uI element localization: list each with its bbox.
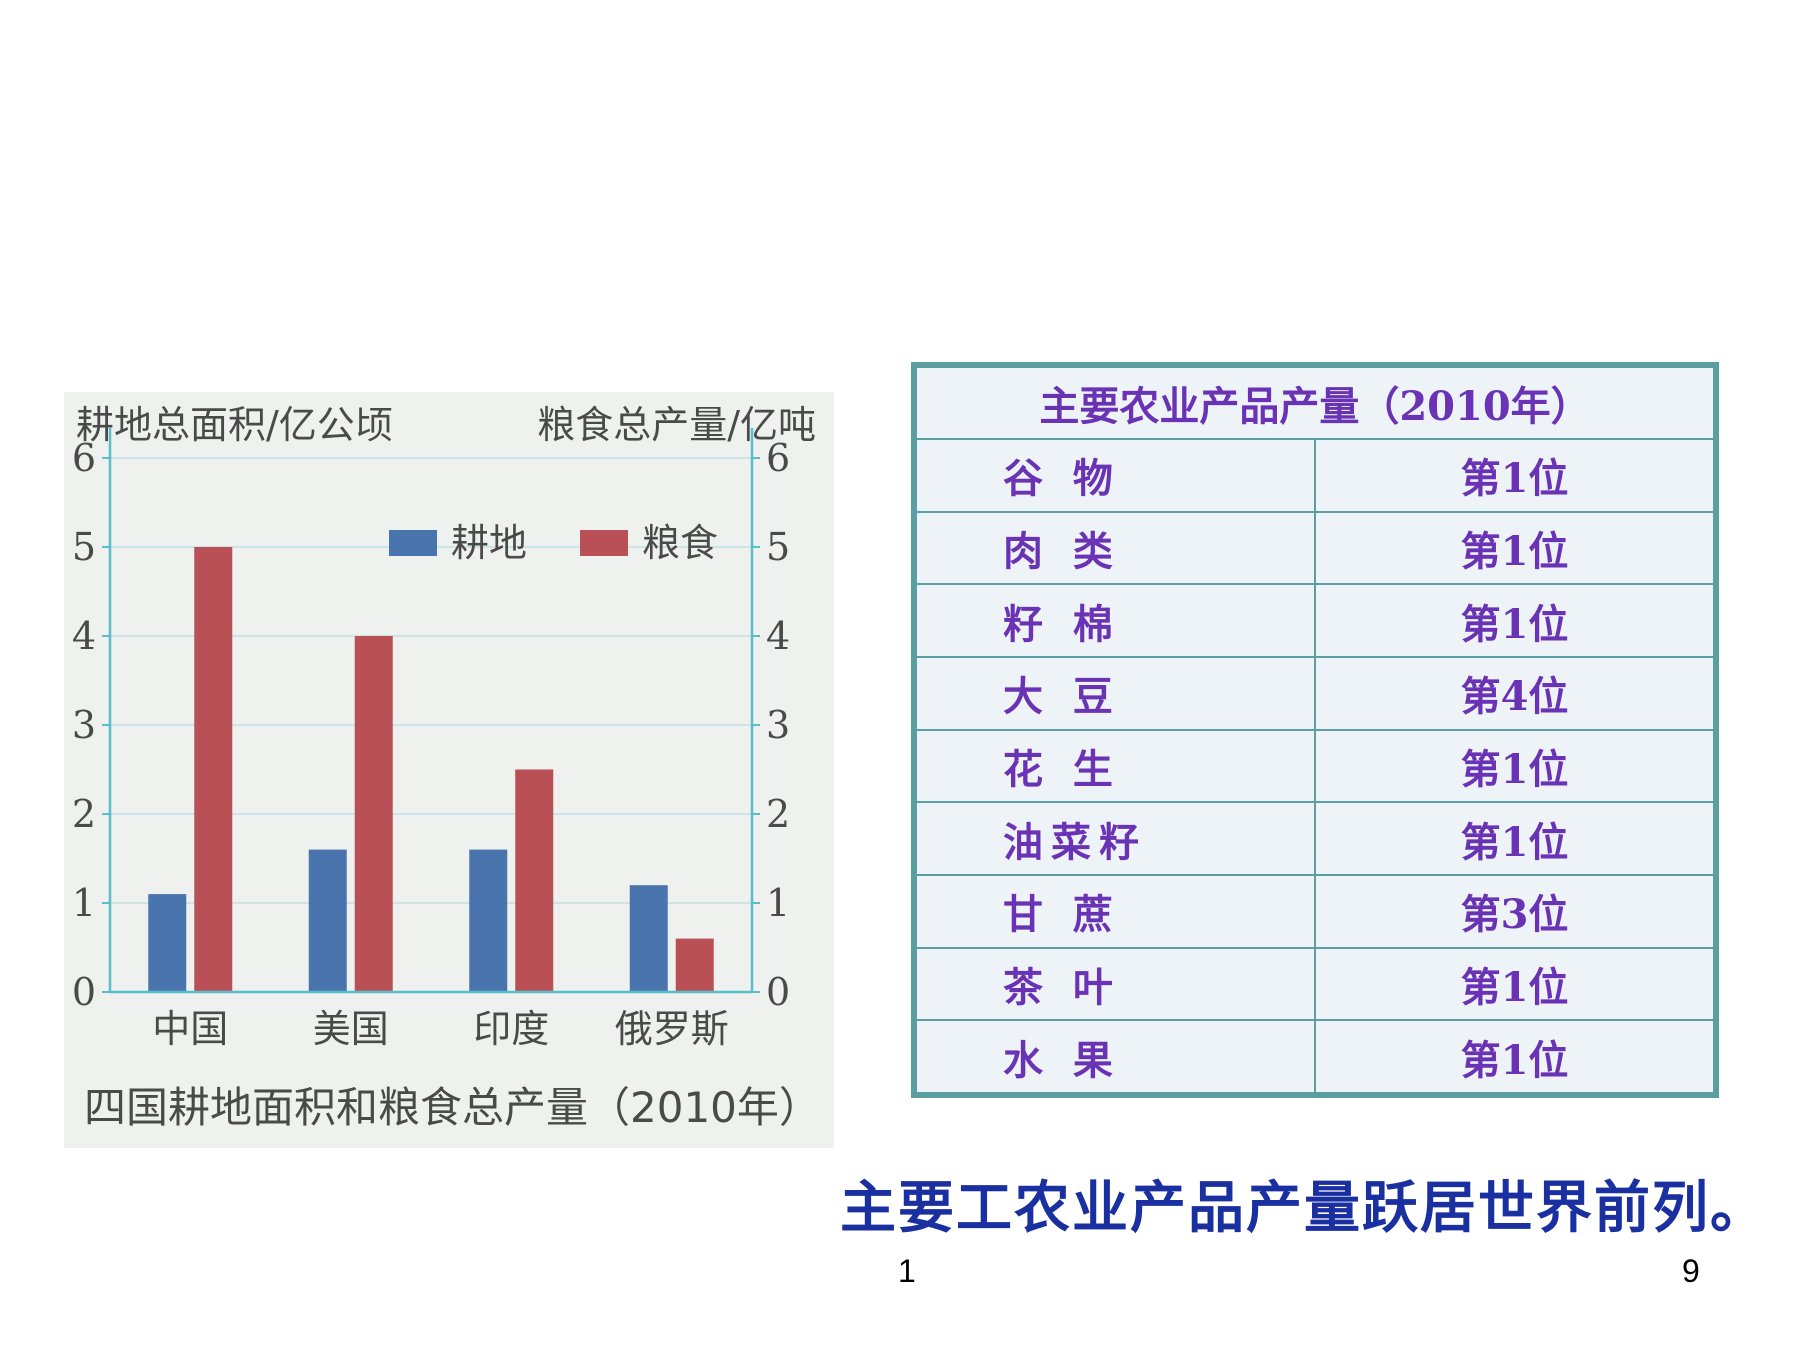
right-tick-label: 0	[766, 970, 790, 1014]
table-row: 油菜籽 第1位	[915, 801, 1715, 876]
product-cell: 甘 蔗	[915, 873, 1316, 949]
bar-chart-panel: 耕地总面积/亿公顷 粮食总产量/亿吨 0 0 1 1 2 2 3 3 4 4 5 5 6 6 中国 美国 印度…	[64, 392, 834, 1148]
rank-cell: 第4位	[1314, 655, 1715, 731]
left-tick-label: 1	[72, 881, 96, 925]
product-cell: 籽 棉	[915, 583, 1316, 658]
bar-chart: 耕地总面积/亿公顷 粮食总产量/亿吨 0 0 1 1 2 2 3 3 4 4 5 5 6 6 中国 美国 印度…	[72, 403, 821, 1132]
rank-cell: 第1位	[1314, 438, 1715, 513]
rank-cell: 第1位	[1314, 801, 1715, 876]
left-tick-label: 2	[72, 792, 96, 836]
table-row: 茶 叶第1位	[915, 946, 1715, 1022]
product-cell: 肉 类	[915, 510, 1316, 586]
legend-label: 耕地	[451, 521, 527, 565]
rank-cell: 第1位	[1314, 1019, 1715, 1094]
table-row: 肉 类第1位	[915, 510, 1715, 586]
bar-耕地	[469, 849, 508, 992]
right-tick-label: 6	[766, 436, 790, 480]
right-tick-label: 5	[766, 525, 790, 569]
left-axis-title: 耕地总面积/亿公顷	[76, 403, 393, 447]
legend-label: 粮食	[642, 521, 718, 565]
page-number-right: 9	[1682, 1253, 1700, 1289]
table-row: 大 豆第4位	[915, 655, 1715, 731]
right-tick-label: 2	[766, 792, 790, 836]
summary-text: 主要工农业产品产量跃居世界前列。	[840, 1175, 1768, 1241]
category-label: 印度	[473, 1007, 549, 1051]
table-title: 主要农业产品产量（2010年）	[915, 366, 1715, 440]
table-row: 花 生第1位	[915, 728, 1715, 804]
table-row: 水 果第1位	[915, 1019, 1715, 1094]
rank-cell: 第1位	[1314, 583, 1715, 658]
rank-cell: 第1位	[1314, 728, 1715, 804]
bar-粮食	[675, 938, 714, 992]
bar-耕地	[629, 885, 668, 992]
legend-swatch-耕地	[389, 530, 437, 556]
product-cell: 谷 物	[915, 438, 1316, 513]
category-label: 俄罗斯	[615, 1007, 729, 1051]
page-number-left: 1	[898, 1253, 916, 1289]
table-row: 籽 棉第1位	[915, 583, 1715, 658]
left-tick-label: 0	[72, 970, 96, 1014]
legend-swatch-粮食	[580, 530, 628, 556]
category-label: 中国	[152, 1007, 228, 1051]
rank-cell: 第3位	[1314, 873, 1715, 949]
bar-粮食	[354, 636, 393, 992]
product-cell: 大 豆	[915, 655, 1316, 731]
product-cell: 茶 叶	[915, 946, 1316, 1022]
bar-粮食	[515, 769, 554, 992]
product-cell: 油菜籽	[915, 801, 1316, 876]
table-row: 甘 蔗第3位	[915, 873, 1715, 949]
agri-products-table: 主要农业产品产量（2010年） 谷 物第1位肉 类第1位籽 棉第1位大 豆第4位…	[911, 362, 1719, 1098]
left-tick-label: 6	[72, 436, 96, 480]
right-tick-label: 3	[766, 703, 790, 747]
category-label: 美国	[313, 1007, 389, 1051]
left-tick-label: 4	[72, 614, 96, 658]
rank-cell: 第1位	[1314, 510, 1715, 586]
bar-粮食	[194, 547, 233, 992]
right-axis-title: 粮食总产量/亿吨	[537, 403, 816, 447]
product-cell: 花 生	[915, 728, 1316, 804]
left-tick-label: 3	[72, 703, 96, 747]
rank-cell: 第1位	[1314, 946, 1715, 1022]
left-tick-label: 5	[72, 525, 96, 569]
right-tick-label: 4	[766, 614, 790, 658]
product-cell: 水 果	[915, 1019, 1316, 1094]
chart-caption: 四国耕地面积和粮食总产量（2010年）	[84, 1083, 821, 1132]
bar-耕地	[148, 894, 187, 992]
bar-耕地	[308, 849, 347, 992]
table-row: 谷 物第1位	[915, 438, 1715, 513]
right-tick-label: 1	[766, 881, 790, 925]
